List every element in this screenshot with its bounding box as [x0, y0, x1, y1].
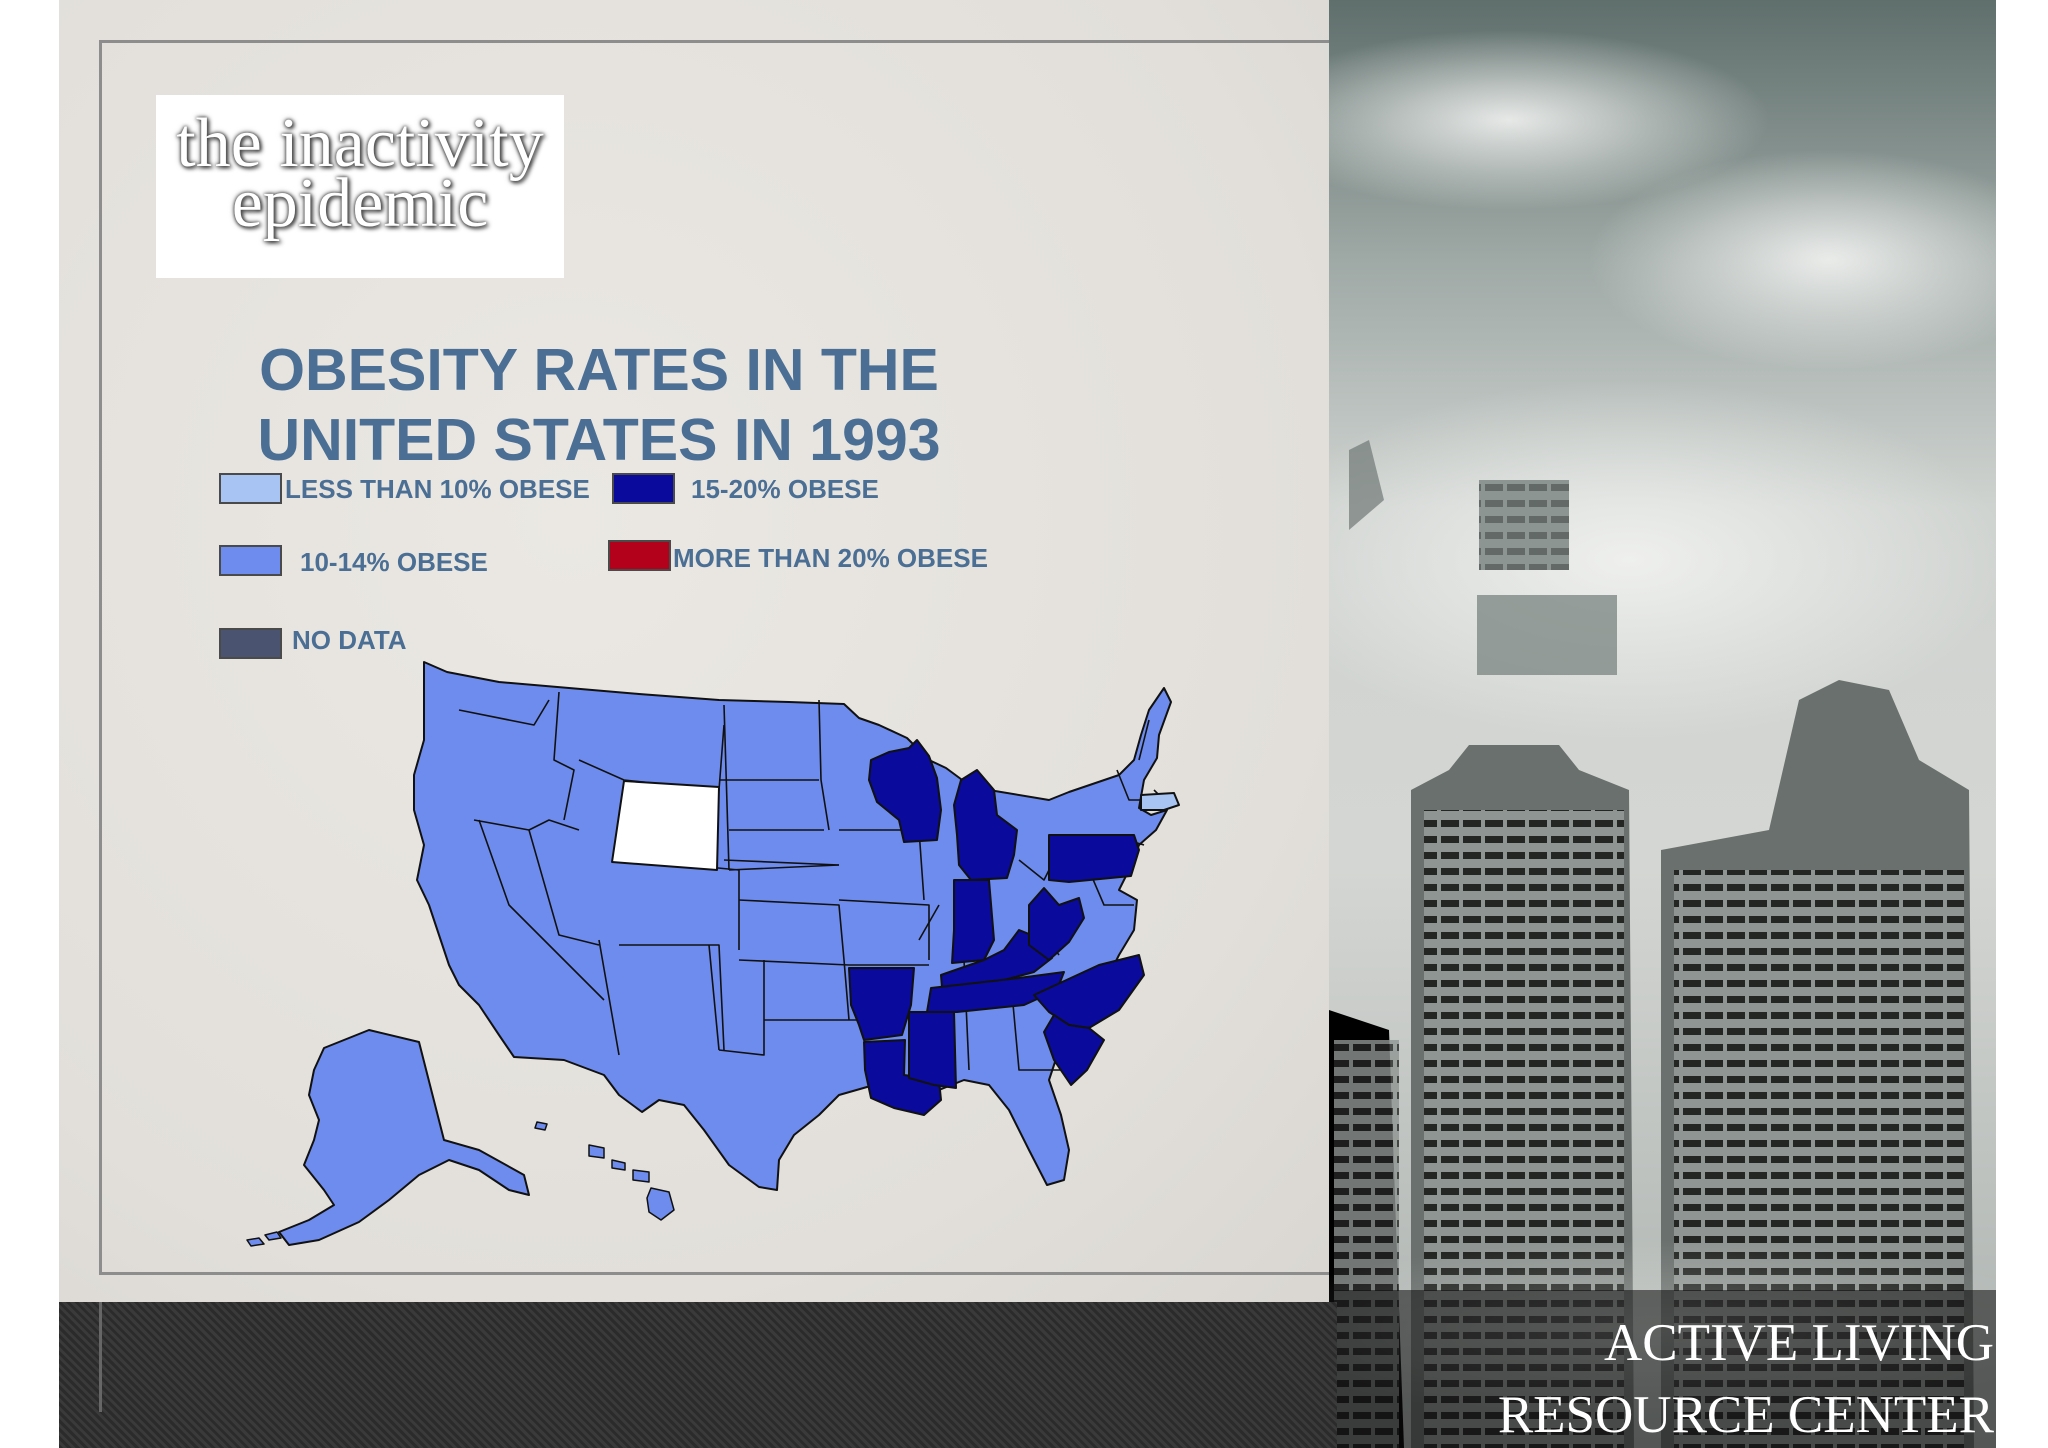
state-michigan: [953, 769, 1018, 881]
legend-swatch-under-10: [219, 473, 282, 504]
slide: the inactivity epidemic OBESITY RATES IN…: [59, 0, 1996, 1448]
logo: the inactivity epidemic: [156, 95, 564, 278]
org-name-line-1: ACTIVE LIVING: [1603, 1314, 1994, 1372]
state-indiana: [951, 879, 995, 964]
map-title: OBESITY RATES IN THE UNITED STATES IN 19…: [257, 337, 941, 473]
frame-left-edge: [99, 1302, 102, 1412]
foggy-skyline-photo: [1329, 0, 1996, 1448]
legend-swatch-10-14: [219, 545, 282, 576]
state-wyoming: [611, 780, 720, 871]
legend-label-over-20: MORE THAN 20% OBESE: [673, 543, 988, 573]
alaska-islands: [246, 1231, 282, 1247]
state-pennsylvania: [1048, 834, 1140, 883]
state-south-carolina: [1043, 1014, 1105, 1086]
state-west-virginia: [1028, 887, 1085, 961]
state-arkansas: [848, 967, 915, 1041]
legend-label-15-20: 15-20% OBESE: [691, 474, 879, 504]
state-massachusetts: [1140, 792, 1180, 811]
legend-label-no-data: NO DATA: [292, 625, 407, 655]
legend-swatch-15-20: [612, 473, 675, 504]
state-alaska: [278, 1029, 530, 1246]
logo-line-2: epidemic: [231, 165, 489, 242]
legend-swatch-over-20: [608, 540, 671, 571]
us-obesity-map: [246, 661, 1180, 1247]
legend-swatch-no-data: [219, 628, 282, 659]
state-wisconsin: [868, 739, 942, 843]
legend-label-under-10: LESS THAN 10% OBESE: [285, 474, 590, 504]
state-hawaii: [534, 1121, 675, 1221]
logo-line-1: the inactivity: [176, 105, 544, 182]
slide-frame: [99, 40, 1344, 1275]
footer-band: [59, 1302, 1337, 1448]
state-mississippi: [908, 1011, 957, 1089]
org-name-line-2: RESOURCE CENTER: [1497, 1386, 1994, 1444]
legend-label-10-14: 10-14% OBESE: [300, 547, 488, 577]
state-louisiana: [863, 1039, 942, 1116]
